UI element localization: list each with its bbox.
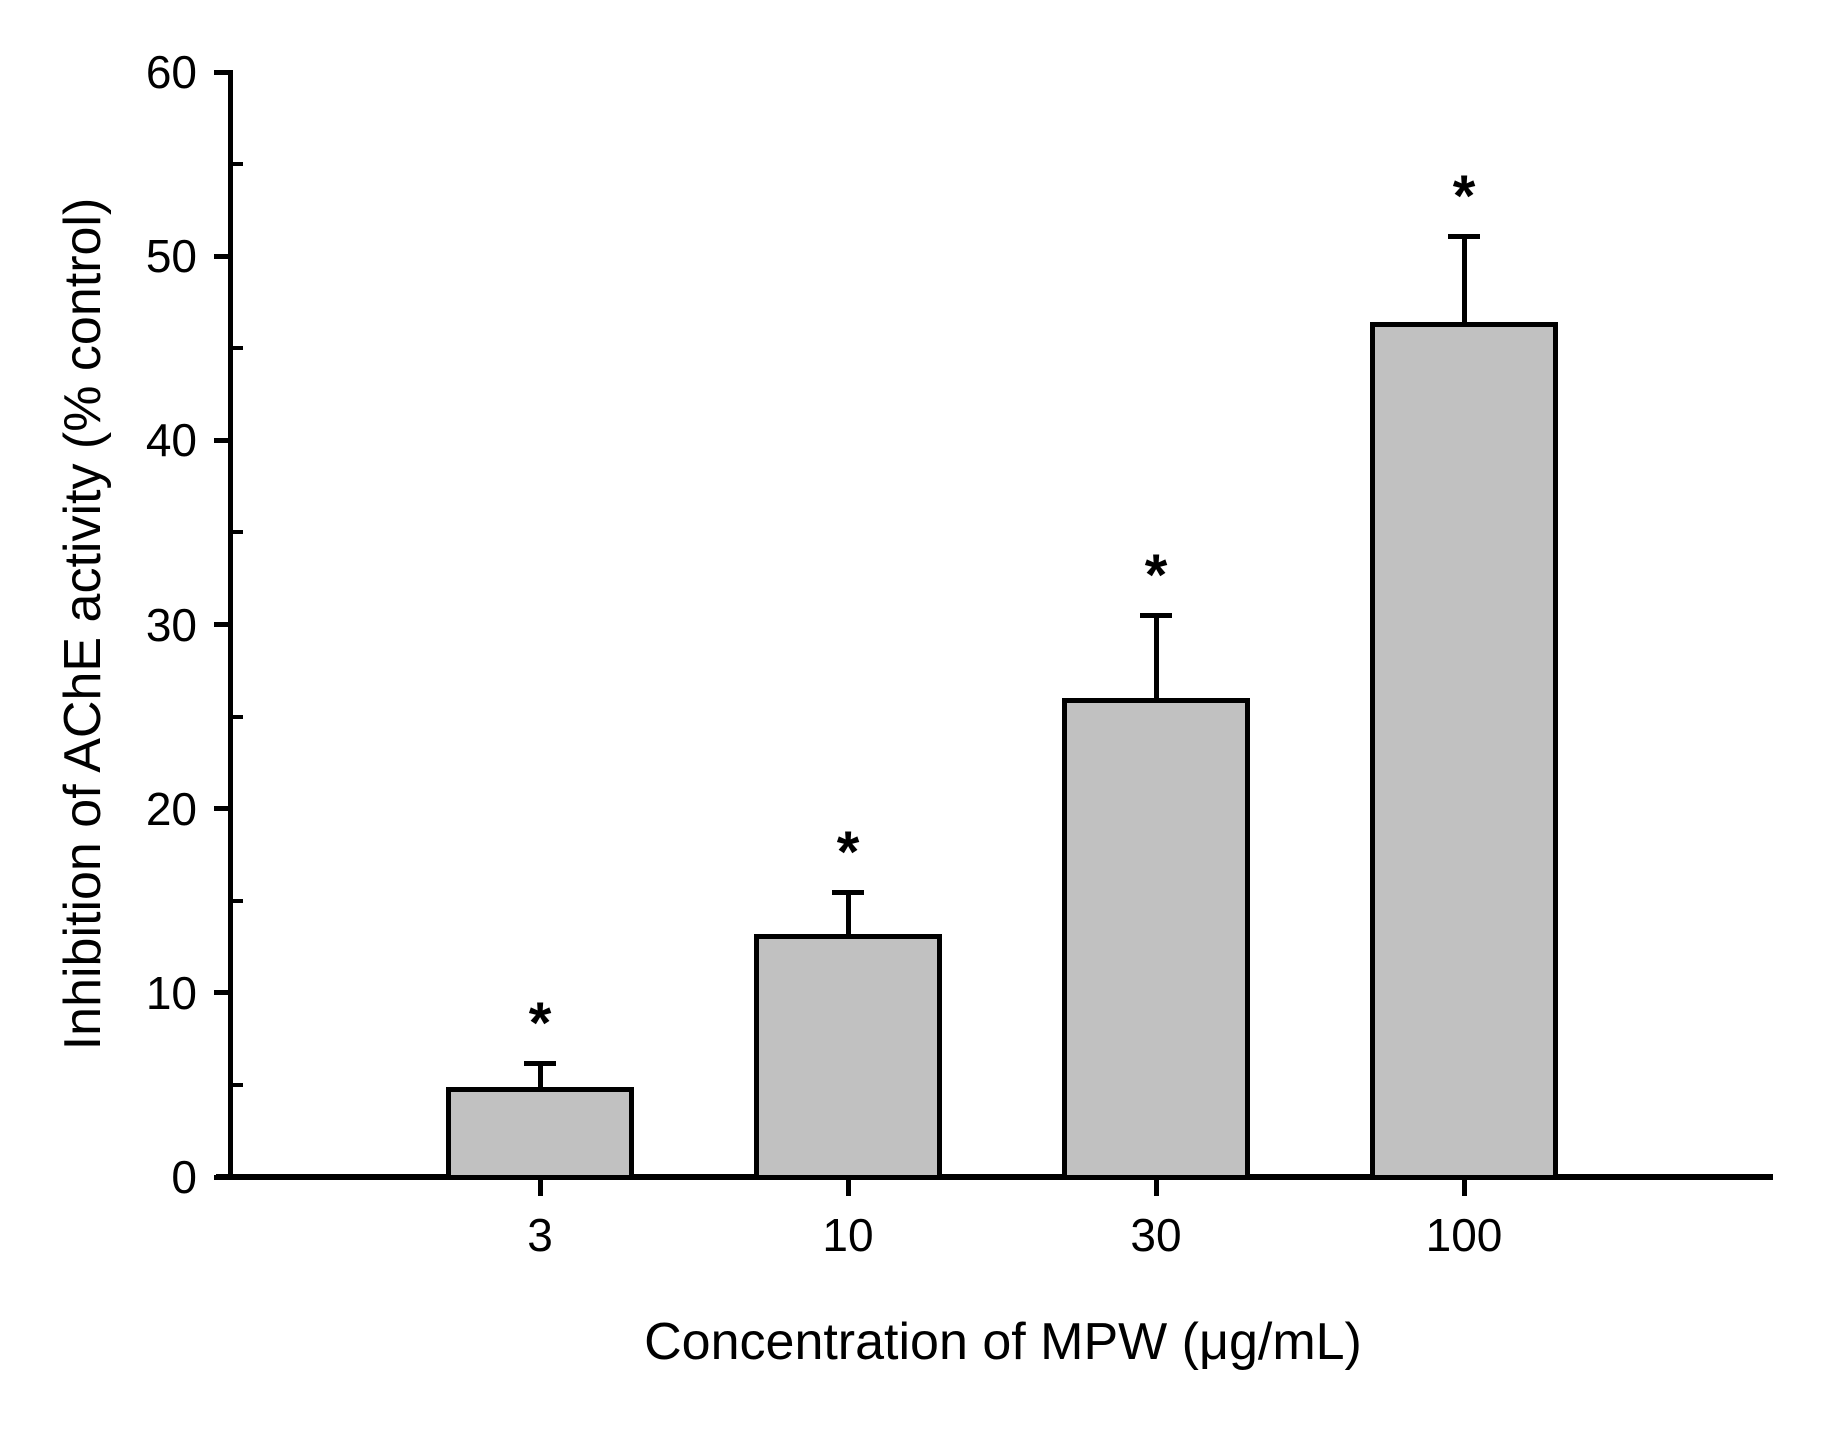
x-tick-label: 30: [1130, 1209, 1182, 1261]
bar: [446, 1086, 634, 1180]
y-major-tick: [214, 990, 231, 996]
y-major-tick: [214, 253, 231, 259]
y-tick-label: 20: [145, 782, 197, 835]
y-minor-tick: [233, 714, 243, 719]
x-tick-label: 10: [822, 1209, 874, 1261]
x-tick: [537, 1180, 543, 1196]
error-bar-cap: [832, 889, 864, 895]
x-tick-label: 100: [1425, 1209, 1503, 1261]
y-tick-label: 10: [145, 966, 197, 1019]
significance-asterisk: *: [1144, 543, 1168, 609]
y-tick-label: 40: [145, 414, 197, 467]
y-tick-label: 60: [145, 46, 197, 98]
bar: [1062, 698, 1250, 1180]
error-bar-cap: [1140, 613, 1172, 619]
significance-asterisk: *: [528, 990, 552, 1056]
y-minor-tick: [233, 162, 243, 167]
bar: [1370, 322, 1558, 1180]
significance-asterisk: *: [1452, 163, 1476, 229]
x-tick: [845, 1180, 851, 1196]
y-minor-tick: [233, 530, 243, 535]
x-tick: [1461, 1180, 1467, 1196]
y-major-tick: [214, 1174, 231, 1180]
y-minor-tick: [233, 898, 243, 903]
error-bar-stem: [845, 891, 851, 936]
bar: [754, 933, 942, 1180]
y-tick-label: 30: [145, 598, 197, 651]
x-tick-label: 3: [527, 1209, 553, 1261]
y-tick-label: 0: [171, 1151, 197, 1203]
significance-asterisk: *: [836, 819, 860, 885]
error-bar-stem: [1461, 235, 1467, 325]
y-major-tick: [214, 622, 231, 627]
x-tick: [1153, 1180, 1159, 1196]
x-axis-title: Concentration of MPW (μg/mL): [644, 1313, 1362, 1371]
y-minor-tick: [233, 346, 243, 351]
y-major-tick: [214, 69, 231, 75]
y-minor-tick: [233, 1082, 243, 1087]
error-bar-cap: [524, 1060, 556, 1066]
error-bar-stem: [537, 1062, 543, 1089]
error-bar-cap: [1448, 233, 1480, 239]
error-bar-stem: [1153, 615, 1159, 701]
y-major-tick: [214, 437, 231, 443]
x-axis-line: [216, 1174, 1773, 1180]
y-major-tick: [214, 806, 231, 812]
y-tick-label: 50: [145, 230, 197, 283]
